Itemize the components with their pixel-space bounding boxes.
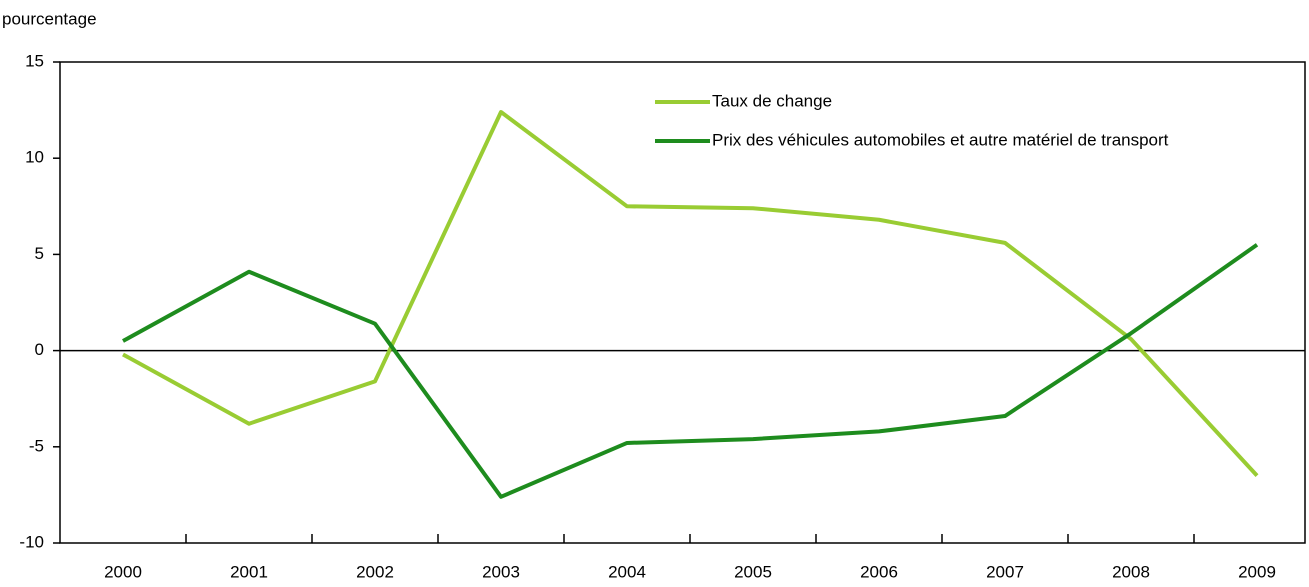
x-tick-label: 2000 [104, 562, 142, 581]
y-axis-label: pourcentage [2, 9, 97, 28]
x-tick-label: 2004 [608, 562, 646, 581]
x-tick-label: 2006 [860, 562, 898, 581]
x-tick-label: 2002 [356, 562, 394, 581]
x-tick-label: 2009 [1238, 562, 1276, 581]
legend-label: Prix des véhicules automobiles et autre … [712, 130, 1169, 149]
y-tick-label: -10 [19, 532, 44, 551]
x-tick-label: 2003 [482, 562, 520, 581]
y-tick-label: 10 [25, 148, 44, 167]
x-tick-label: 2008 [1112, 562, 1150, 581]
series-line [122, 243, 1259, 499]
y-tick-label: 0 [35, 340, 44, 359]
x-tick-label: 2001 [230, 562, 268, 581]
y-tick-label: 15 [25, 51, 44, 70]
series-line [122, 110, 1259, 478]
plot-frame [59, 61, 1306, 544]
y-tick-label: 5 [35, 244, 44, 263]
legend-label: Taux de change [712, 91, 832, 110]
y-tick-label: -5 [29, 436, 44, 455]
x-tick-label: 2007 [986, 562, 1024, 581]
x-tick-label: 2005 [734, 562, 772, 581]
